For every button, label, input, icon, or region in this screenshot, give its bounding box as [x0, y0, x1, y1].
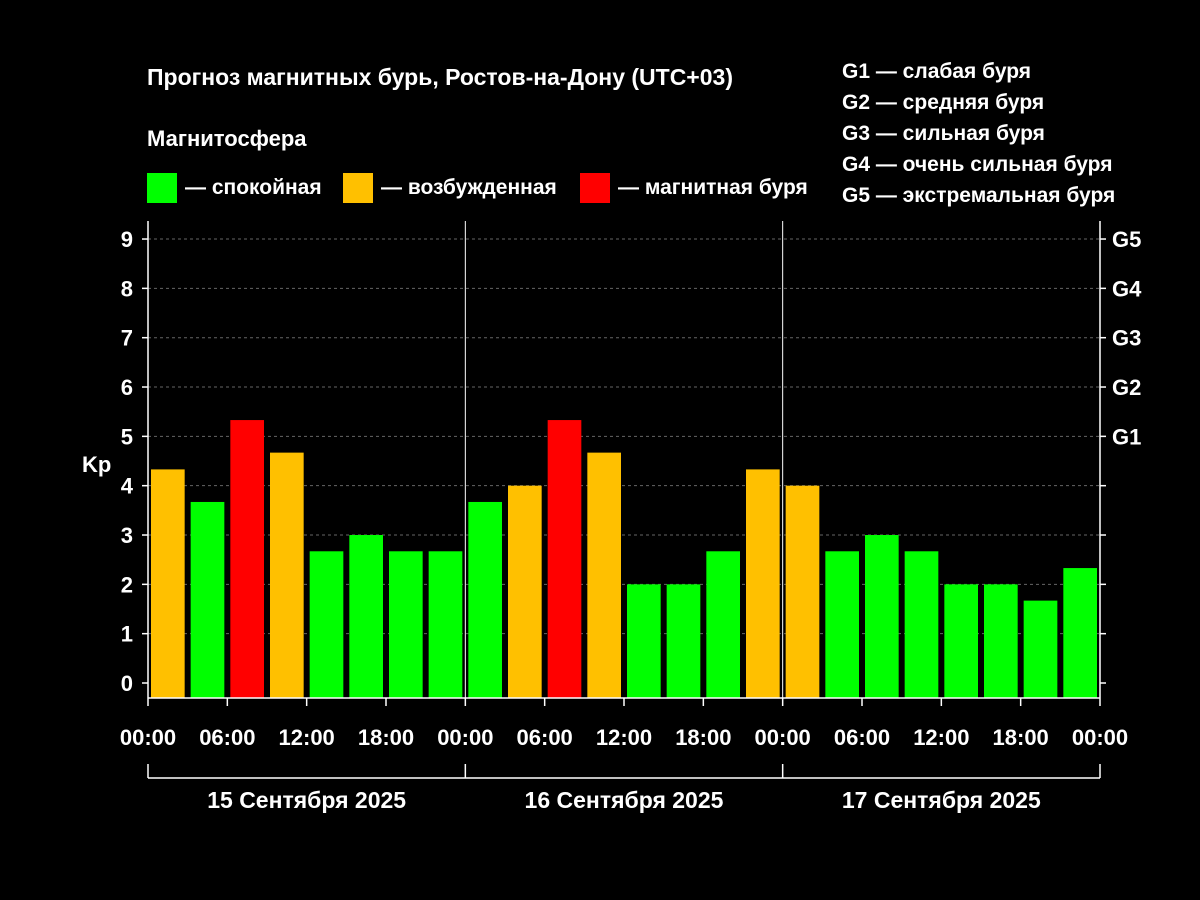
- legend-label-active: — возбужденная: [381, 176, 557, 199]
- g-level-list: G1 — слабая буря G2 — средняя буря G3 — …: [842, 56, 1115, 211]
- bar: [587, 452, 621, 698]
- x-tick-label: 18:00: [675, 725, 731, 750]
- bar: [1063, 568, 1097, 698]
- bar: [508, 485, 542, 698]
- g-level-g3: G3 — сильная буря: [842, 122, 1045, 145]
- bar: [468, 501, 502, 698]
- x-tick-label: 18:00: [358, 725, 414, 750]
- y-tick-label: 4: [121, 474, 134, 499]
- legend-item-active: — возбужденная: [343, 172, 557, 204]
- bar: [785, 485, 820, 698]
- bar: [1023, 600, 1058, 698]
- legend-item-storm: — магнитная буря: [580, 172, 808, 204]
- legend-swatch-quiet: [147, 173, 177, 203]
- chart-title: Прогноз магнитных бурь, Ростов-на-Дону (…: [147, 64, 733, 90]
- x-tick-label: 00:00: [120, 725, 176, 750]
- g-level-g1: G1 — слабая буря: [842, 60, 1032, 83]
- g-level-g2: G2 — средняя буря: [842, 91, 1045, 114]
- g-tick-label: G1: [1112, 424, 1141, 449]
- bar: [865, 535, 899, 698]
- y-tick-label: 7: [121, 326, 133, 351]
- x-tick-label: 00:00: [755, 725, 811, 750]
- y-tick-label: 1: [121, 622, 133, 647]
- day-label: 17 Сентября 2025: [842, 787, 1041, 813]
- y-tick-label: 8: [121, 276, 133, 301]
- x-tick-label: 06:00: [199, 725, 255, 750]
- y-tick-label: 2: [121, 572, 133, 597]
- g-tick-label: G2: [1112, 375, 1141, 400]
- y-tick-label: 5: [121, 424, 133, 449]
- x-tick-label: 00:00: [437, 725, 493, 750]
- bar: [627, 584, 661, 698]
- g-tick-label: G3: [1112, 326, 1141, 351]
- y-tick-label: 0: [121, 671, 133, 696]
- x-tick-label: 12:00: [913, 725, 969, 750]
- legend-swatch-active: [343, 173, 373, 203]
- bar: [944, 584, 978, 698]
- x-tick-label: 12:00: [596, 725, 652, 750]
- bar: [984, 584, 1018, 698]
- day-label: 15 Сентября 2025: [207, 787, 406, 813]
- bar: [270, 452, 304, 698]
- x-tick-label: 06:00: [834, 725, 890, 750]
- legend-title: Магнитосфера: [147, 126, 307, 151]
- bar: [666, 584, 701, 698]
- x-tick-label: 18:00: [993, 725, 1049, 750]
- x-tick-label: 00:00: [1072, 725, 1128, 750]
- bar: [349, 535, 383, 698]
- y-axis-label: Kp: [82, 452, 111, 477]
- legend-swatch-storm: [580, 173, 610, 203]
- bar: [904, 551, 939, 698]
- bar: [389, 551, 423, 698]
- bar: [825, 551, 859, 698]
- g-tick-label: G5: [1112, 227, 1141, 252]
- bar: [547, 420, 582, 698]
- bar: [151, 469, 185, 698]
- y-tick-label: 6: [121, 375, 133, 400]
- y-tick-label: 3: [121, 523, 133, 548]
- g-tick-label: G4: [1112, 276, 1142, 301]
- g-level-g4: G4 — очень сильная буря: [842, 153, 1113, 176]
- bar: [230, 420, 264, 698]
- bar: [746, 469, 780, 698]
- x-tick-label: 06:00: [517, 725, 573, 750]
- legend-label-quiet: — спокойная: [185, 176, 322, 199]
- day-label: 16 Сентября 2025: [525, 787, 724, 813]
- legend-item-quiet: — спокойная: [147, 172, 322, 204]
- bar: [190, 501, 225, 698]
- bar: [428, 551, 463, 698]
- bar: [706, 551, 740, 698]
- x-tick-label: 12:00: [279, 725, 335, 750]
- legend-label-storm: — магнитная буря: [618, 176, 808, 199]
- bar: [309, 551, 344, 698]
- y-tick-label: 9: [121, 227, 133, 252]
- g-level-g5: G5 — экстремальная буря: [842, 184, 1116, 207]
